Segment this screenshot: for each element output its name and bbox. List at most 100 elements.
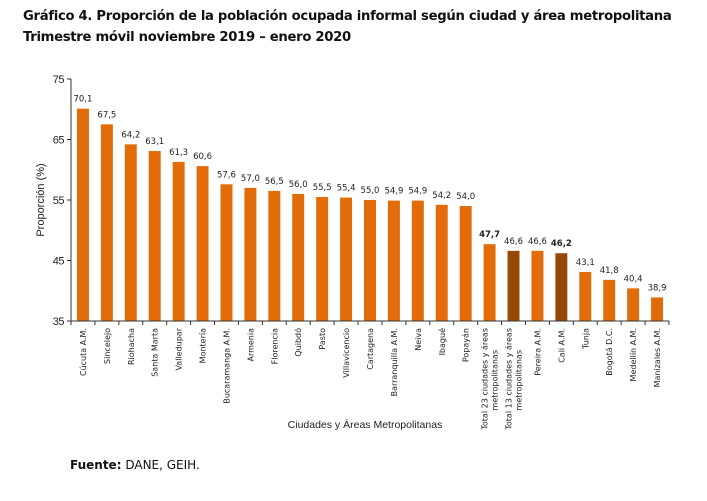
bar [196, 166, 209, 321]
x-tick-label-line: Neiva [414, 328, 423, 351]
value-label: 57,0 [241, 174, 260, 184]
x-tick-label-line: Quibdó [293, 328, 303, 357]
bar [435, 204, 448, 321]
value-label: 55,5 [313, 183, 332, 193]
bar [244, 187, 257, 321]
source-label: Fuente: [70, 458, 122, 472]
x-tick-label-line: Popayán [462, 328, 471, 362]
x-tick-label: Cúcuta A.M. [79, 328, 88, 376]
x-tick-label: Quibdó [293, 328, 303, 357]
x-tick-label: Barranquilla A.M. [390, 328, 399, 396]
source-text: DANE, GEIH. [125, 458, 200, 472]
x-tick-labels-group: Cúcuta A.M. Sincelejo Riohacha Santa Marta V… [79, 327, 662, 430]
x-tick-label: Bogotá D.C. [605, 328, 614, 376]
x-tick-label: Valledupar [175, 327, 184, 370]
value-label: 67,5 [97, 110, 116, 120]
value-label: 46,2 [551, 239, 572, 249]
bar [411, 200, 424, 321]
x-tick-label: Bucaramanga A.M. [222, 328, 231, 404]
x-tick-label: Armenia [246, 328, 255, 362]
x-tick-label: Florencia [270, 328, 279, 364]
x-tick-label: Riohacha [127, 328, 136, 365]
value-label: 40,4 [624, 274, 643, 284]
x-tick-label: Tunja [581, 328, 590, 350]
axes-group [67, 78, 670, 325]
value-label: 56,5 [265, 177, 284, 187]
x-tick-label-line: Ibagué [437, 328, 447, 355]
bar [100, 124, 113, 321]
x-tick-label-line: Total 23 ciudades y áreas [481, 328, 490, 431]
x-tick-label-line: Sincelejo [103, 328, 112, 364]
x-tick-label: Pereira A.M. [533, 328, 542, 376]
x-tick-label-line: Bogotá D.C. [605, 328, 614, 376]
y-axis-label: Proporción (%) [35, 163, 47, 236]
chart-subtitle: Trimestre móvil noviembre 2019 – enero 2… [23, 30, 351, 45]
x-tick-label-line: Cali A.M. [557, 328, 566, 363]
value-label: 56,0 [289, 180, 308, 190]
bar [387, 200, 400, 321]
bar [579, 271, 592, 321]
bar [172, 161, 185, 321]
value-label: 46,6 [504, 237, 523, 247]
x-tick-label-line: Cúcuta A.M. [79, 328, 88, 376]
y-tick-labels-group: 35 45 55 65 75 [53, 74, 65, 328]
x-tick-label-line: Villavicencio [342, 328, 351, 378]
x-tick-label-line: Santa Marta [151, 328, 160, 377]
value-label: 64,2 [121, 130, 140, 140]
value-label: 46,6 [528, 237, 547, 247]
x-tick-label-line: Bucaramanga A.M. [222, 328, 231, 404]
bar [507, 250, 520, 321]
x-tick-label: Cartagena [366, 328, 375, 370]
x-tick-label-line: Total 13 ciudades y áreas [505, 328, 514, 431]
x-tick-label-line: Florencia [270, 328, 279, 364]
source-note: Fuente: DANE, GEIH. [70, 458, 200, 472]
value-labels-group: 70,1 67,5 64,2 63,1 61,3 60,6 57,6 57,0 56,5 56,0… [73, 95, 666, 294]
bar [292, 193, 305, 321]
x-tick-label-line: Barranquilla A.M. [390, 328, 399, 396]
bar [220, 184, 233, 321]
x-tick-label: Ibagué [437, 328, 447, 355]
value-label: 41,8 [600, 266, 619, 276]
x-tick-label: Sincelejo [103, 328, 112, 364]
x-tick-label: Manizales A.M. [653, 328, 662, 387]
x-tick-label: Total 13 ciudades y áreas metropolitanas [505, 328, 524, 431]
bar [364, 200, 376, 321]
x-tick-label-line: Montería [199, 328, 208, 363]
bar [459, 206, 472, 321]
value-label: 60,6 [193, 152, 212, 162]
chart-title: Gráfico 4. Proporción de la población oc… [23, 9, 672, 24]
bar [268, 190, 281, 321]
bar [148, 150, 161, 321]
bar [531, 250, 544, 321]
x-tick-label-line: Tunja [581, 328, 590, 350]
x-tick-label-line: Valledupar [175, 327, 184, 370]
bar [627, 288, 640, 321]
x-tick-label-line: Medellín A.M. [629, 328, 638, 381]
bar [124, 144, 137, 321]
x-tick-label-line: Cartagena [366, 328, 375, 370]
bar [340, 197, 353, 321]
value-label: 55,4 [337, 184, 356, 194]
value-label: 70,1 [73, 95, 92, 105]
y-tick-label: 75 [53, 74, 65, 86]
y-tick-label: 65 [53, 135, 65, 147]
value-label: 47,7 [479, 230, 500, 240]
bar [316, 196, 329, 321]
x-tick-label-line: Manizales A.M. [653, 328, 662, 387]
bar [603, 279, 616, 321]
x-tick-label: Villavicencio [342, 328, 351, 378]
y-tick-label: 35 [53, 316, 65, 328]
x-tick-label: Neiva [414, 328, 423, 351]
value-label: 54,9 [384, 187, 403, 197]
x-axis-label: Ciudades y Áreas Metropolitanas [288, 418, 443, 431]
y-tick-label: 55 [53, 195, 65, 207]
x-tick-label-line: metropolitanas [515, 350, 524, 410]
bar [76, 108, 89, 322]
value-label: 63,1 [145, 137, 164, 147]
value-label: 54,9 [408, 187, 427, 197]
value-label: 54,0 [456, 192, 475, 202]
x-tick-label-line: metropolitanas [491, 350, 500, 410]
x-tick-label: Santa Marta [151, 328, 160, 377]
x-tick-label-line: Pereira A.M. [533, 328, 542, 376]
value-label: 54,2 [432, 191, 451, 201]
